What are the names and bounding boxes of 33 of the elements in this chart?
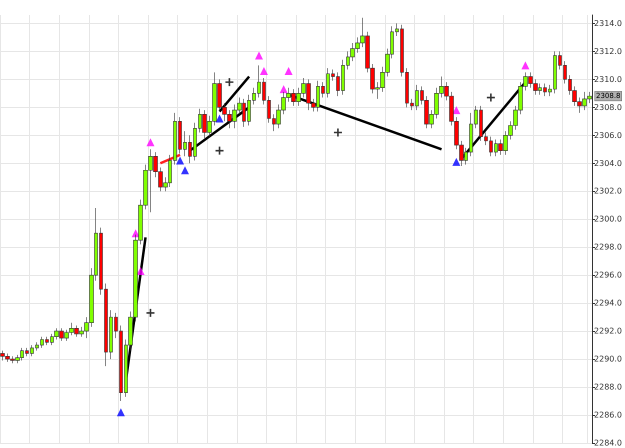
y-tick-label: 2308.0 [594, 102, 622, 112]
y-tick-label: 2302.0 [594, 186, 622, 196]
point [216, 146, 224, 155]
point [284, 66, 293, 75]
y-tick-label: 2306.0 [594, 130, 622, 140]
y-tick-label: 2296.0 [594, 270, 622, 280]
y-tick-label: 2284.0 [594, 438, 622, 448]
point [225, 78, 234, 86]
y-tick-label: 2290.0 [594, 354, 622, 364]
y-tick-label: 2312.0 [594, 46, 622, 56]
point [181, 166, 189, 174]
y-tick-label: 2304.0 [594, 158, 622, 168]
y-tick-label: 2286.0 [594, 410, 622, 420]
y-tick-label: 2292.0 [594, 326, 622, 336]
point [146, 138, 154, 146]
point [280, 85, 288, 94]
y-tick-label: 2288.0 [594, 382, 622, 392]
y-tick-label: 2298.0 [594, 242, 622, 252]
y-tick-label: 2294.0 [594, 298, 622, 308]
point [146, 308, 154, 317]
point [136, 266, 145, 275]
point [334, 128, 342, 136]
y-tick-label: 2314.0 [594, 18, 622, 28]
point [176, 156, 184, 164]
y-tick-label: 2310.0 [594, 74, 622, 84]
point [116, 408, 125, 416]
point [486, 94, 495, 102]
point [521, 61, 530, 70]
point [216, 114, 224, 123]
y-tick-label: 2300.0 [594, 214, 622, 224]
point [452, 158, 460, 166]
point [255, 52, 264, 60]
point [260, 66, 268, 75]
